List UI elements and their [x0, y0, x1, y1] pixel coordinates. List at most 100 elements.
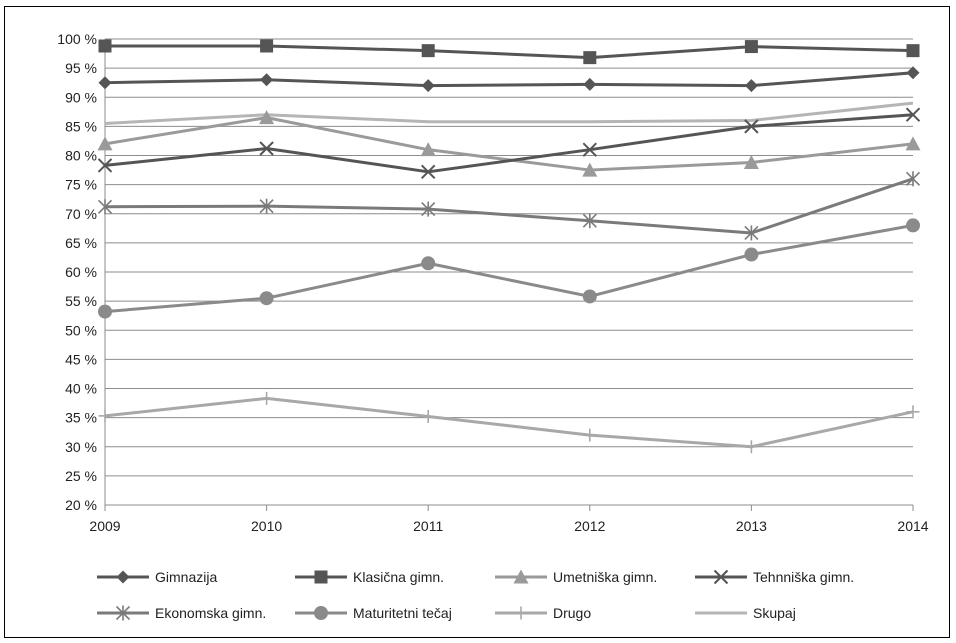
- legend-marker: [314, 606, 328, 620]
- data-point: [905, 171, 921, 187]
- legend-label: Tehnniška gimn.: [753, 569, 854, 585]
- axes: 20 % 25 % 30 % 35 % 40 % 45 % 50 % 55 % 60 % 65 %…: [57, 31, 928, 534]
- legend-label: Klasična gimn.: [353, 569, 444, 585]
- y-tick-label: 30 %: [65, 439, 97, 455]
- legend-entry: Klasična gimn.: [295, 569, 444, 585]
- data-point: [744, 119, 759, 134]
- y-tick-label: 85 %: [65, 118, 97, 134]
- data-point: [259, 110, 275, 125]
- data-point: [582, 142, 598, 157]
- legend-label: Maturitetni tečaj: [353, 605, 452, 621]
- legend-entry: Drugo: [495, 605, 591, 621]
- x-tick-label: 2013: [736, 518, 767, 534]
- series-6: [98, 391, 920, 454]
- y-tick-label: 95 %: [65, 60, 97, 76]
- legend-entry: Ekonomska gimn.: [97, 605, 266, 621]
- legend-marker: [514, 606, 528, 620]
- data-point: [744, 247, 759, 262]
- series-7: [104, 101, 914, 125]
- data-point: [98, 409, 112, 423]
- legend-entry: Tehnniška gimn.: [695, 569, 854, 585]
- series-layer: [97, 39, 921, 454]
- legend-marker: [115, 605, 131, 621]
- legend-marker: [116, 570, 130, 584]
- y-tick-label: 65 %: [65, 235, 97, 251]
- data-point: [98, 76, 112, 90]
- series-line: [104, 101, 914, 125]
- series-line: [104, 71, 914, 88]
- data-point: [744, 225, 759, 241]
- series-5: [98, 218, 920, 319]
- data-point: [905, 136, 921, 151]
- data-point: [259, 198, 274, 214]
- data-point: [98, 304, 112, 319]
- data-point: [582, 162, 598, 177]
- data-point: [583, 51, 597, 65]
- legend-label: Drugo: [553, 605, 591, 621]
- data-point: [906, 44, 920, 58]
- y-tick-label: 60 %: [65, 264, 97, 280]
- data-point: [583, 428, 597, 442]
- data-point: [420, 164, 436, 180]
- data-point: [582, 213, 597, 229]
- series-0: [98, 66, 920, 93]
- data-point: [583, 77, 597, 91]
- series-line: [104, 223, 914, 314]
- data-point: [906, 66, 920, 80]
- data-point: [582, 289, 597, 304]
- series-line: [104, 113, 914, 174]
- x-tick-label: 2011: [413, 518, 443, 534]
- legend-label: Skupaj: [753, 605, 796, 621]
- y-tick-label: 70 %: [65, 206, 97, 222]
- x-tick-label: 2010: [251, 518, 282, 534]
- x-tick-label: 2012: [574, 518, 605, 534]
- y-tick-label: 45 %: [65, 351, 97, 367]
- data-point: [421, 44, 435, 58]
- data-point: [260, 39, 274, 53]
- data-point: [743, 154, 759, 169]
- y-tick-label: 50 %: [65, 322, 97, 338]
- data-point: [744, 40, 758, 54]
- data-point: [421, 201, 436, 217]
- data-point: [97, 158, 113, 173]
- y-tick-label: 25 %: [65, 468, 97, 484]
- data-point: [260, 73, 274, 87]
- grid-lines: [105, 38, 913, 506]
- data-point: [259, 141, 274, 156]
- data-point: [421, 256, 436, 271]
- y-tick-label: 80 %: [65, 148, 97, 164]
- series-1: [98, 39, 920, 65]
- data-point: [906, 405, 920, 419]
- data-point: [259, 291, 274, 306]
- legend: Gimnazija Klasična gimn. Umetniška gimn. Te…: [97, 569, 854, 621]
- legend-entry: Umetniška gimn.: [495, 569, 657, 585]
- series-2: [97, 110, 921, 177]
- legend-marker: [314, 570, 328, 584]
- series-line: [104, 177, 914, 235]
- y-tick-label: 20 %: [65, 497, 97, 513]
- legend-label: Ekonomska gimn.: [155, 605, 266, 621]
- data-point: [260, 391, 274, 405]
- legend-marker: [513, 569, 529, 584]
- legend-entry: Gimnazija: [97, 569, 217, 585]
- legend-marker: [713, 569, 729, 585]
- data-point: [905, 107, 921, 122]
- y-tick-label: 100 %: [57, 31, 97, 47]
- data-point: [744, 79, 758, 93]
- data-point: [420, 142, 436, 157]
- data-point: [97, 136, 113, 151]
- series-line: [104, 396, 914, 449]
- series-line: [105, 44, 914, 60]
- series-3: [97, 107, 921, 180]
- data-point: [421, 409, 435, 423]
- data-point: [98, 39, 112, 53]
- y-tick-label: 90 %: [65, 89, 97, 105]
- line-chart: 20 % 25 % 30 % 35 % 40 % 45 % 50 % 55 % 60 % 65 %…: [57, 31, 928, 621]
- data-point: [421, 79, 435, 93]
- data-point: [744, 440, 758, 454]
- y-tick-label: 75 %: [65, 177, 97, 193]
- x-tick-label: 2009: [89, 518, 120, 534]
- legend-entry: Skupaj: [695, 605, 796, 621]
- legend-label: Gimnazija: [155, 569, 217, 585]
- y-tick-label: 40 %: [65, 381, 97, 397]
